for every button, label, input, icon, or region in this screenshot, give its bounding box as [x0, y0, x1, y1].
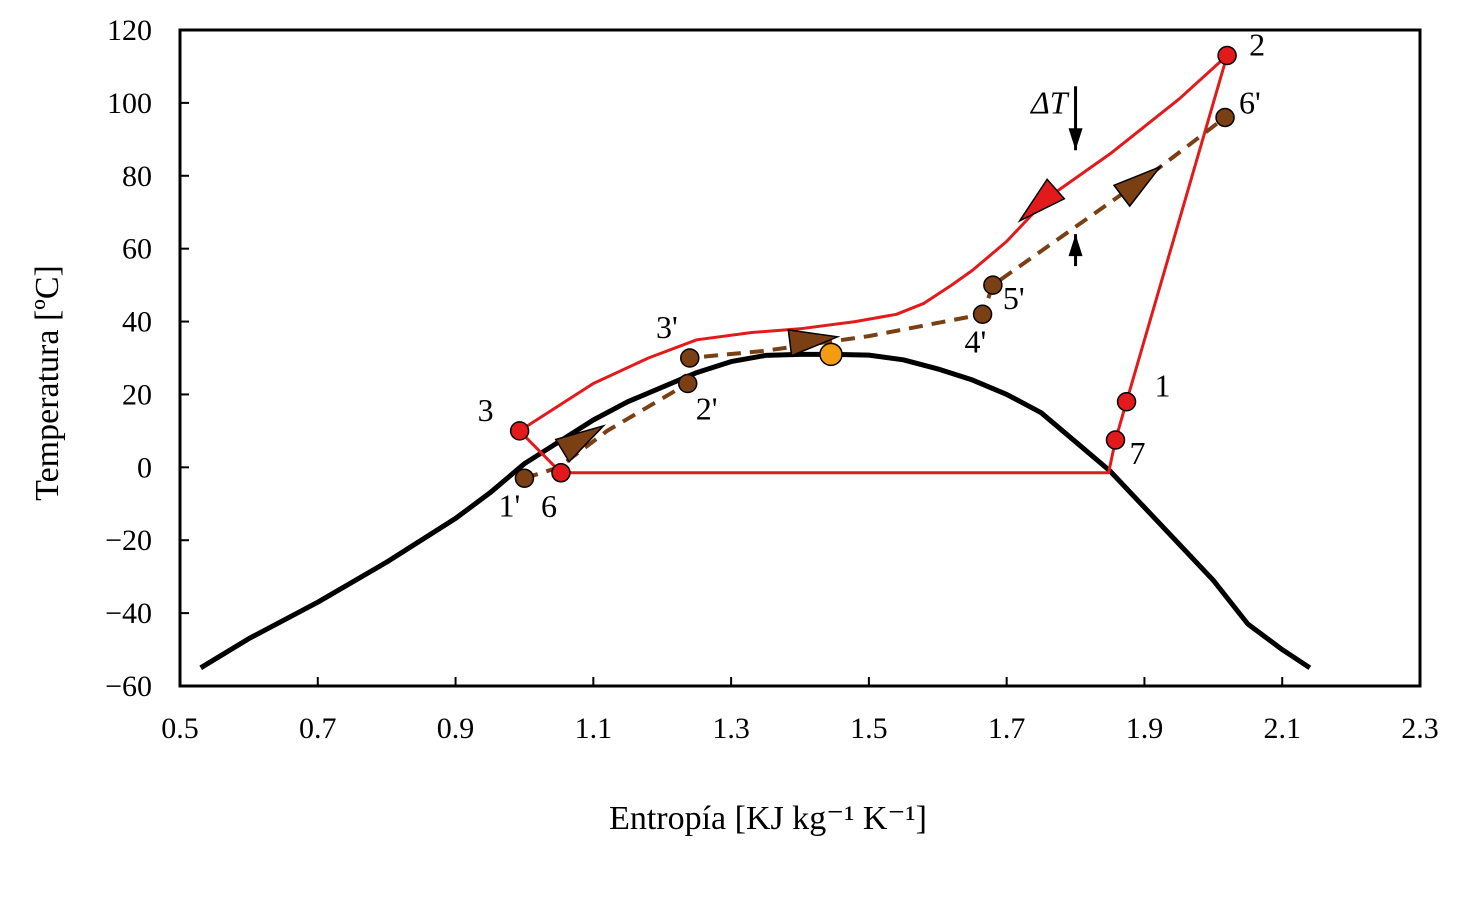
flow-arrows-layer	[554, 165, 1163, 463]
y-tick-label: −40	[105, 597, 152, 630]
flow-arrow-secondary	[554, 424, 606, 463]
x-tick-label: 1.7	[988, 712, 1026, 745]
state-point-marker	[1116, 391, 1137, 412]
y-tick-label: 80	[122, 160, 152, 193]
state-point-marker	[1217, 45, 1237, 66]
x-axis-label: Entropía [KJ kg⁻¹ K⁻¹]	[609, 800, 927, 837]
state-point-marker	[983, 275, 1003, 295]
delta-t-arrowhead-bottom	[1068, 234, 1083, 257]
x-tick-label: 0.7	[299, 712, 337, 745]
y-tick-label: 60	[122, 233, 152, 266]
state-point-label: 2	[1249, 27, 1265, 63]
x-tick-label: 0.5	[161, 712, 199, 745]
state-point-label: 7	[1130, 435, 1146, 471]
state-point-label: 6	[541, 488, 557, 524]
x-axis-ticks: 0.5 0.7 0.9 1.1 1.3 1.5 1.7 1.9 2.1 2.3	[161, 677, 1439, 745]
state-point-marker	[514, 468, 535, 489]
state-point-marker	[1105, 430, 1126, 450]
plot-frame	[178, 28, 1422, 688]
refrigerant-cycle-line	[518, 54, 1229, 475]
state-point-label: 5'	[1003, 280, 1025, 316]
y-axis-label: Temperatura [ºC]	[29, 265, 66, 501]
delta-t-annotation: ΔT	[1029, 84, 1083, 267]
state-point-marker	[680, 348, 700, 368]
state-point-marker	[509, 421, 530, 441]
y-tick-label: 20	[122, 378, 152, 411]
x-tick-label: 2.1	[1263, 712, 1301, 745]
y-tick-label: 100	[107, 87, 152, 120]
x-tick-label: 1.9	[1126, 712, 1164, 745]
y-tick-label: 40	[122, 306, 152, 339]
flow-arrow-secondary	[787, 329, 841, 357]
state-point-marker	[1215, 107, 1235, 128]
x-tick-label: 2.3	[1401, 712, 1439, 745]
flow-arrow-refrigerant	[1017, 178, 1066, 223]
saturation-dome-line	[199, 351, 1312, 670]
y-tick-label: −20	[105, 524, 152, 557]
state-point-label: 4'	[965, 323, 987, 359]
flow-arrow-secondary	[1112, 165, 1163, 208]
critical-point-marker	[819, 342, 843, 367]
x-tick-label: 1.1	[575, 712, 613, 745]
x-tick-label: 0.9	[437, 712, 475, 745]
state-point-label: 3'	[656, 309, 678, 345]
y-tick-label: 0	[137, 451, 152, 484]
state-point-marker	[677, 373, 698, 394]
saturation-dome-layer	[199, 351, 1312, 670]
delta-t-label: ΔT	[1029, 84, 1070, 120]
state-point-label: 1	[1155, 368, 1171, 404]
refrigerant-cycle-layer	[518, 54, 1229, 475]
y-tick-label: 120	[107, 14, 152, 47]
state-point-label: 1'	[498, 487, 520, 523]
state-point-label: 6'	[1239, 84, 1261, 120]
delta-t-arrowhead-top	[1068, 128, 1083, 151]
state-point-marker	[972, 304, 993, 325]
state-points-layer: 1 2 3 6 7 1' 2' 3' 4' 5' 6'	[478, 27, 1265, 524]
state-point-marker	[551, 463, 571, 483]
state-point-label: 2'	[696, 391, 718, 427]
x-tick-label: 1.5	[850, 712, 888, 745]
x-tick-label: 1.3	[712, 712, 750, 745]
state-point-label: 3	[478, 392, 494, 428]
y-tick-label: −60	[105, 670, 152, 703]
y-axis-ticks: −60 −40 −20 0 20 40 60 80 100 120	[105, 14, 189, 703]
